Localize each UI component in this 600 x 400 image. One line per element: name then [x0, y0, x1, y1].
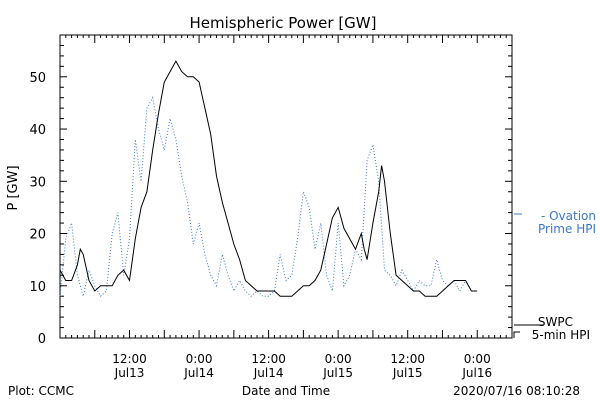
plot-frame — [59, 34, 513, 339]
swpc-legend-bracket — [513, 331, 520, 338]
ovation-legend-label: - Ovation — [541, 209, 596, 223]
x-axis: 12:00Jul130:00Jul1412:00Jul140:00Jul1512… — [59, 35, 513, 380]
x-tick-date-label: Jul14 — [253, 366, 284, 380]
x-tick-date-label: Jul15 — [322, 366, 353, 380]
swpc-series-line — [59, 60, 478, 297]
x-tick-time-label: 12:00 — [390, 352, 425, 366]
plot-credit: Plot: CCMC — [8, 384, 74, 398]
y-tick-label: 10 — [29, 280, 46, 295]
x-tick-date-label: Jul14 — [183, 366, 214, 380]
swpc-legend-label: 5-min HPI — [532, 328, 590, 342]
series-layer — [59, 60, 478, 297]
y-tick-label: 30 — [29, 175, 46, 190]
x-tick-time-label: 0:00 — [325, 352, 352, 366]
y-tick-label: 40 — [29, 123, 46, 138]
y-axis-label: P [GW] — [6, 165, 21, 210]
chart-title: Hemispheric Power [GW] — [190, 14, 377, 32]
timestamp: 2020/07/16 08:10:28 — [453, 384, 580, 398]
ovation-legend-label: Prime HPI — [538, 222, 596, 236]
x-axis-label: Date and Time — [242, 384, 330, 398]
ovation-prime-series-line — [59, 96, 478, 297]
x-tick-time-label: 12:00 — [112, 352, 147, 366]
x-tick-date-label: Jul13 — [114, 366, 145, 380]
y-tick-label: 50 — [29, 71, 46, 86]
swpc-legend-label: SWPC — [538, 315, 573, 329]
x-tick-time-label: 0:00 — [186, 352, 213, 366]
y-axis: 0 10 20 30 40 50 — [29, 34, 512, 347]
y-tick-label: 20 — [29, 228, 46, 243]
y-tick-label: 0 — [38, 332, 46, 347]
x-tick-date-label: Jul16 — [461, 366, 492, 380]
x-tick-time-label: 0:00 — [464, 352, 491, 366]
x-tick-date-label: Jul15 — [392, 366, 423, 380]
x-tick-time-label: 12:00 — [251, 352, 286, 366]
